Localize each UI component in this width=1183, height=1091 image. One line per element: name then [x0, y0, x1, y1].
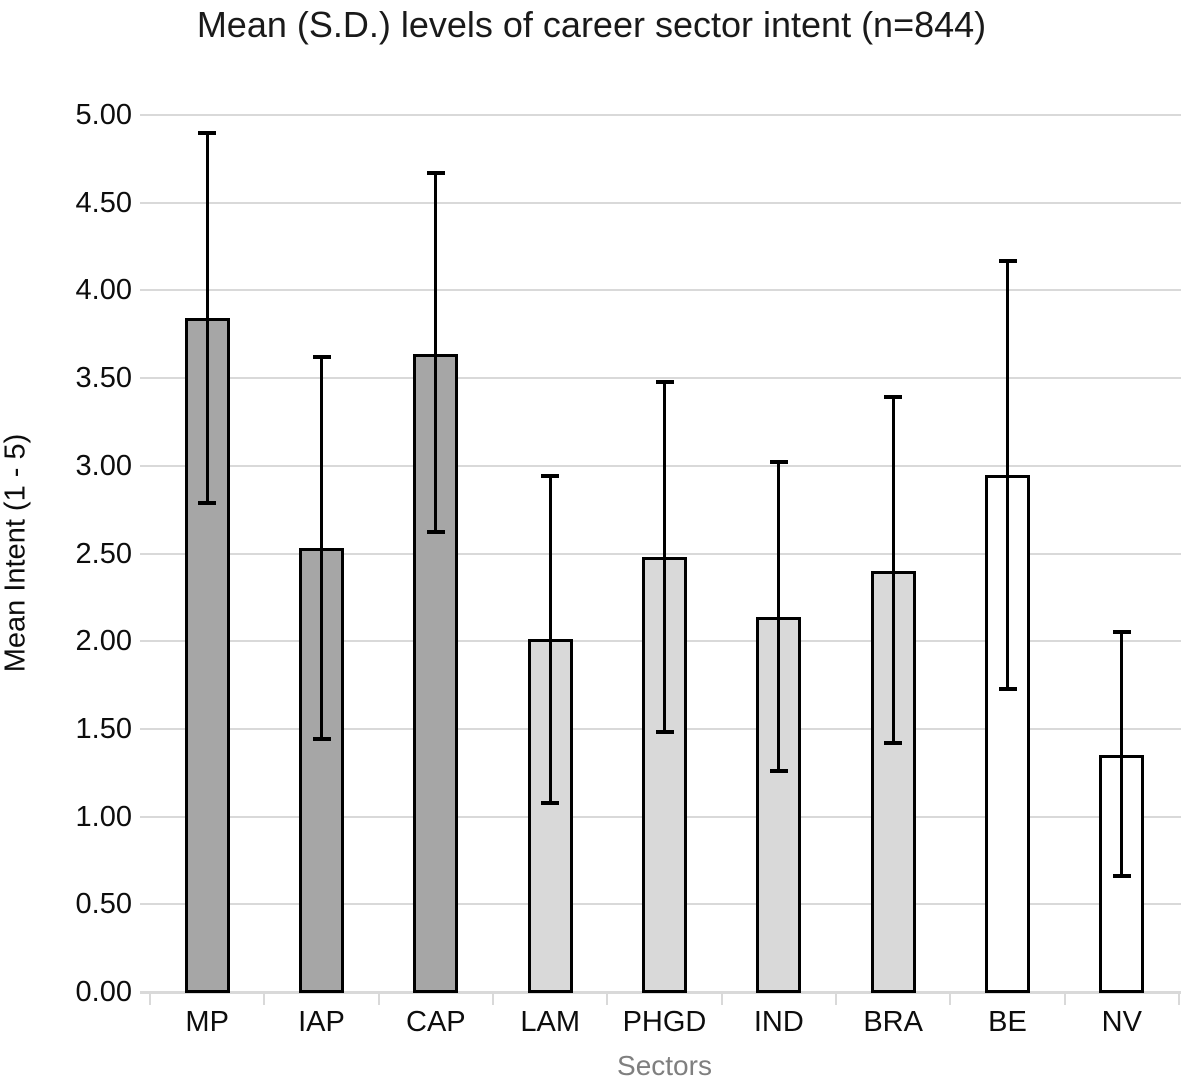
- x-axis-tick-label-lam: LAM: [520, 1006, 580, 1038]
- y-axis-tick-label: 3.00: [75, 449, 132, 482]
- error-bar-bottom-cap-be: [998, 686, 1017, 691]
- error-bar-bottom-cap-ind: [769, 768, 788, 773]
- error-bar-line-bra: [891, 397, 895, 743]
- x-axis-tick-label-be: BE: [988, 1006, 1027, 1038]
- y-axis-tick: [140, 727, 150, 730]
- x-axis-tick: [1178, 994, 1180, 1005]
- y-axis-tick: [140, 201, 150, 204]
- y-axis-tick-label: 1.00: [75, 800, 132, 833]
- gridline: [150, 114, 1181, 116]
- y-axis-tick: [140, 114, 150, 116]
- y-axis-tick-label: 3.50: [75, 362, 132, 395]
- error-bar-top-cap-be: [998, 258, 1017, 263]
- x-axis-tick: [720, 994, 723, 1005]
- y-axis-tick: [140, 289, 150, 292]
- x-axis-tick: [263, 994, 266, 1005]
- x-axis-tick: [949, 994, 952, 1005]
- x-axis-tick-label-ind: IND: [753, 1006, 804, 1038]
- chart-title: Mean (S.D.) levels of career sector inte…: [196, 4, 987, 45]
- error-bar-bottom-cap-lam: [541, 800, 560, 805]
- x-axis-tick-label-iap: IAP: [298, 1006, 345, 1038]
- x-axis-tick-label-cap: CAP: [406, 1006, 466, 1038]
- error-bar-line-cap: [434, 172, 438, 533]
- y-axis-tick-label: 0.50: [75, 888, 132, 921]
- error-bar-line-be: [1006, 260, 1009, 689]
- y-axis-tick-label: 4.00: [75, 274, 132, 307]
- error-bar-top-cap-cap: [426, 170, 445, 175]
- y-axis-tick-label: 0.00: [75, 976, 132, 1008]
- y-axis-tick-label: 5.00: [75, 99, 132, 131]
- error-bar-line-mp: [205, 132, 209, 503]
- error-bar-bottom-cap-iap: [312, 737, 331, 742]
- error-bar-bottom-cap-bra: [884, 740, 903, 745]
- y-axis-tick-label: 2.50: [75, 537, 132, 570]
- y-axis-tick-label: 1.50: [75, 712, 132, 745]
- y-axis-tick: [140, 815, 150, 818]
- y-axis-tick: [140, 640, 150, 643]
- error-bar-line-iap: [320, 357, 323, 740]
- x-axis-tick-label-phgd: PHGD: [622, 1006, 707, 1038]
- bar-lam: [527, 639, 573, 993]
- bar-bra: [870, 571, 916, 993]
- y-axis-tick-label: 2.00: [75, 625, 132, 658]
- error-bar-top-cap-bra: [884, 395, 903, 400]
- x-axis-tick-label-mp: MP: [185, 1006, 229, 1038]
- error-bar-line-phgd: [663, 381, 666, 733]
- x-axis-tick: [835, 994, 837, 1005]
- error-bar-top-cap-lam: [541, 474, 560, 479]
- x-axis-tick: [492, 994, 494, 1005]
- x-axis-tick-label-nv: NV: [1101, 1006, 1142, 1038]
- gridline: [150, 289, 1181, 292]
- y-axis-tick-label: 4.50: [75, 186, 132, 219]
- bar-phgd: [642, 557, 687, 993]
- x-axis-tick: [1063, 994, 1066, 1005]
- error-bar-line-ind: [777, 462, 781, 771]
- error-bar-top-cap-phgd: [655, 379, 674, 384]
- error-bar-line-nv: [1120, 632, 1124, 877]
- error-bar-bottom-cap-nv: [1112, 874, 1131, 879]
- x-axis-tick: [377, 994, 380, 1005]
- y-axis-tick: [140, 464, 150, 467]
- x-axis-title: Sectors: [617, 1050, 712, 1081]
- x-axis-tick: [606, 994, 609, 1005]
- error-bar-line-lam: [548, 476, 552, 803]
- y-axis-tick: [140, 552, 150, 555]
- y-axis-tick: [140, 377, 150, 380]
- error-bar-top-cap-mp: [198, 130, 217, 135]
- x-axis-tick-label-bra: BRA: [863, 1006, 923, 1038]
- y-axis-tick: [140, 903, 150, 906]
- gridline: [150, 201, 1181, 204]
- error-bar-top-cap-ind: [769, 460, 788, 465]
- error-bar-top-cap-iap: [312, 355, 331, 360]
- error-bar-bottom-cap-mp: [198, 500, 217, 505]
- error-bar-bottom-cap-cap: [426, 530, 445, 535]
- x-axis-tick: [149, 994, 151, 1005]
- error-bar-bottom-cap-phgd: [655, 730, 674, 735]
- error-bar-top-cap-nv: [1112, 630, 1131, 635]
- gridline: [150, 377, 1181, 380]
